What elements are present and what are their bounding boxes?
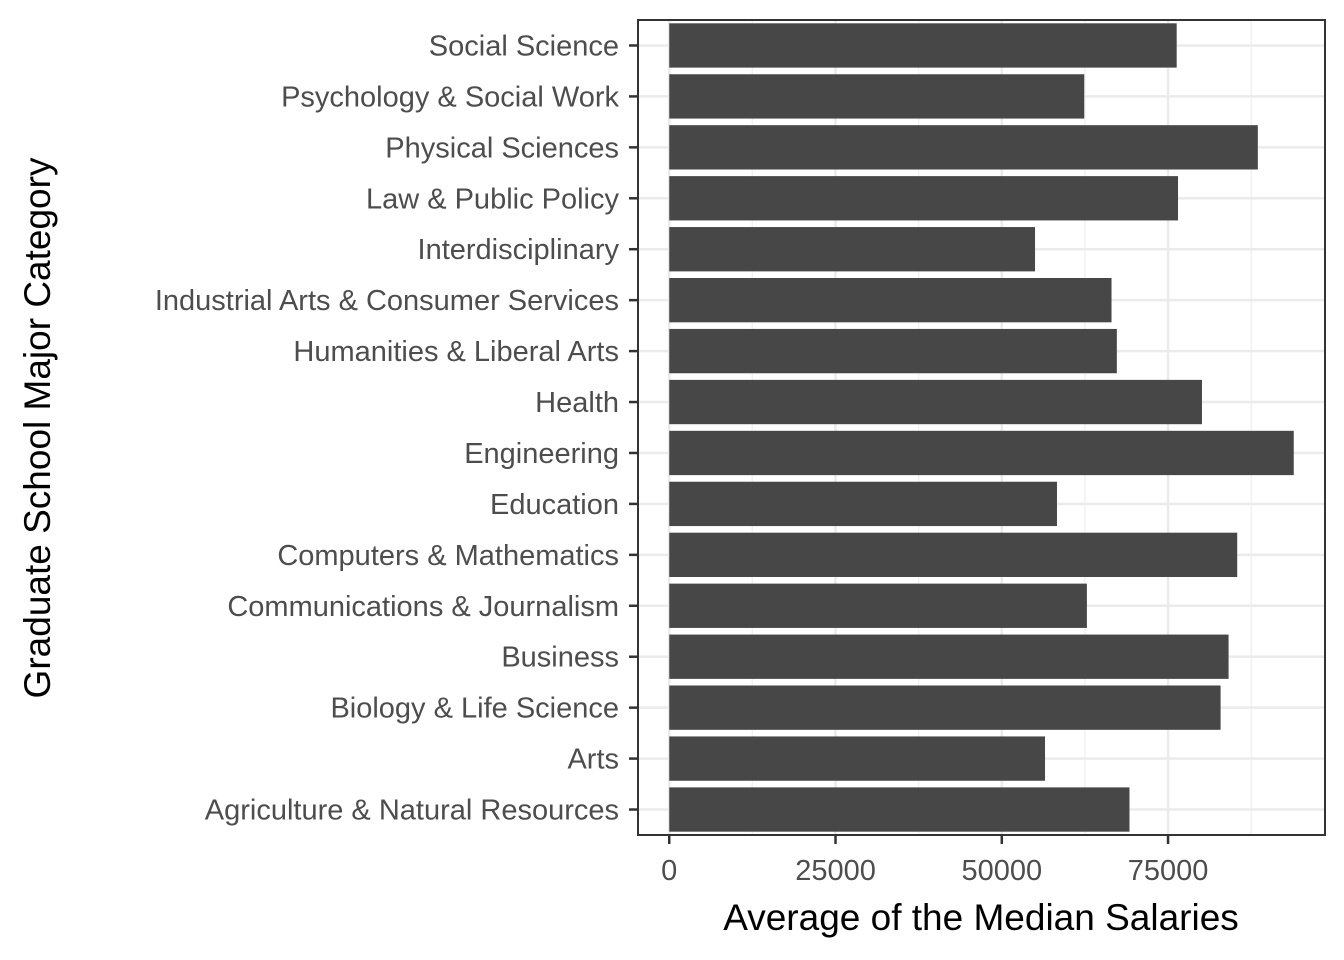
y-tick-label: Psychology & Social Work [281, 81, 619, 113]
bar [669, 379, 1202, 425]
y-tick-label: Physical Sciences [385, 132, 619, 164]
x-axis-ticks: 0 25000 50000 75000 [661, 835, 1208, 887]
x-tick-label: 0 [661, 855, 677, 887]
plot-border [637, 19, 1326, 836]
bar [669, 328, 1117, 374]
bar [669, 583, 1087, 628]
y-tick-label: Health [535, 387, 619, 419]
x-tick-label: 75000 [1128, 855, 1209, 887]
y-tick-label: Business [501, 642, 619, 674]
bar [669, 176, 1179, 221]
y-tick-label: Engineering [464, 438, 619, 470]
y-tick-label: Computers & Mathematics [277, 540, 619, 572]
bar [669, 685, 1221, 730]
y-tick-label: Agriculture & Natural Resources [205, 795, 619, 827]
y-tick-label: Law & Public Policy [366, 183, 620, 215]
y-tick-label: Education [490, 489, 619, 521]
bar [669, 532, 1238, 578]
y-tick-label: Industrial Arts & Consumer Services [155, 285, 619, 317]
x-tick-label: 25000 [795, 855, 876, 887]
x-tick-label: 50000 [961, 855, 1042, 887]
bar [669, 634, 1229, 679]
x-axis-title: Average of the Median Salaries [723, 897, 1239, 938]
bar [669, 125, 1258, 170]
bar [669, 277, 1112, 323]
bar [669, 227, 1036, 272]
y-tick-label: Arts [567, 744, 619, 776]
y-tick-label: Interdisciplinary [418, 234, 620, 266]
y-axis-title: Graduate School Major Category [17, 157, 58, 698]
y-axis-ticks: Agriculture & Natural Resources Arts Biolo… [155, 30, 638, 827]
bars [669, 23, 1294, 832]
bar [669, 736, 1046, 781]
y-tick-label: Communications & Journalism [227, 591, 619, 623]
y-tick-label: Social Science [429, 30, 619, 62]
bar [669, 23, 1177, 68]
bar [669, 430, 1294, 476]
bar [669, 481, 1057, 527]
bar [669, 74, 1085, 119]
y-tick-label: Biology & Life Science [330, 693, 619, 725]
y-tick-label: Humanities & Liberal Arts [293, 336, 619, 368]
bar [669, 787, 1130, 832]
